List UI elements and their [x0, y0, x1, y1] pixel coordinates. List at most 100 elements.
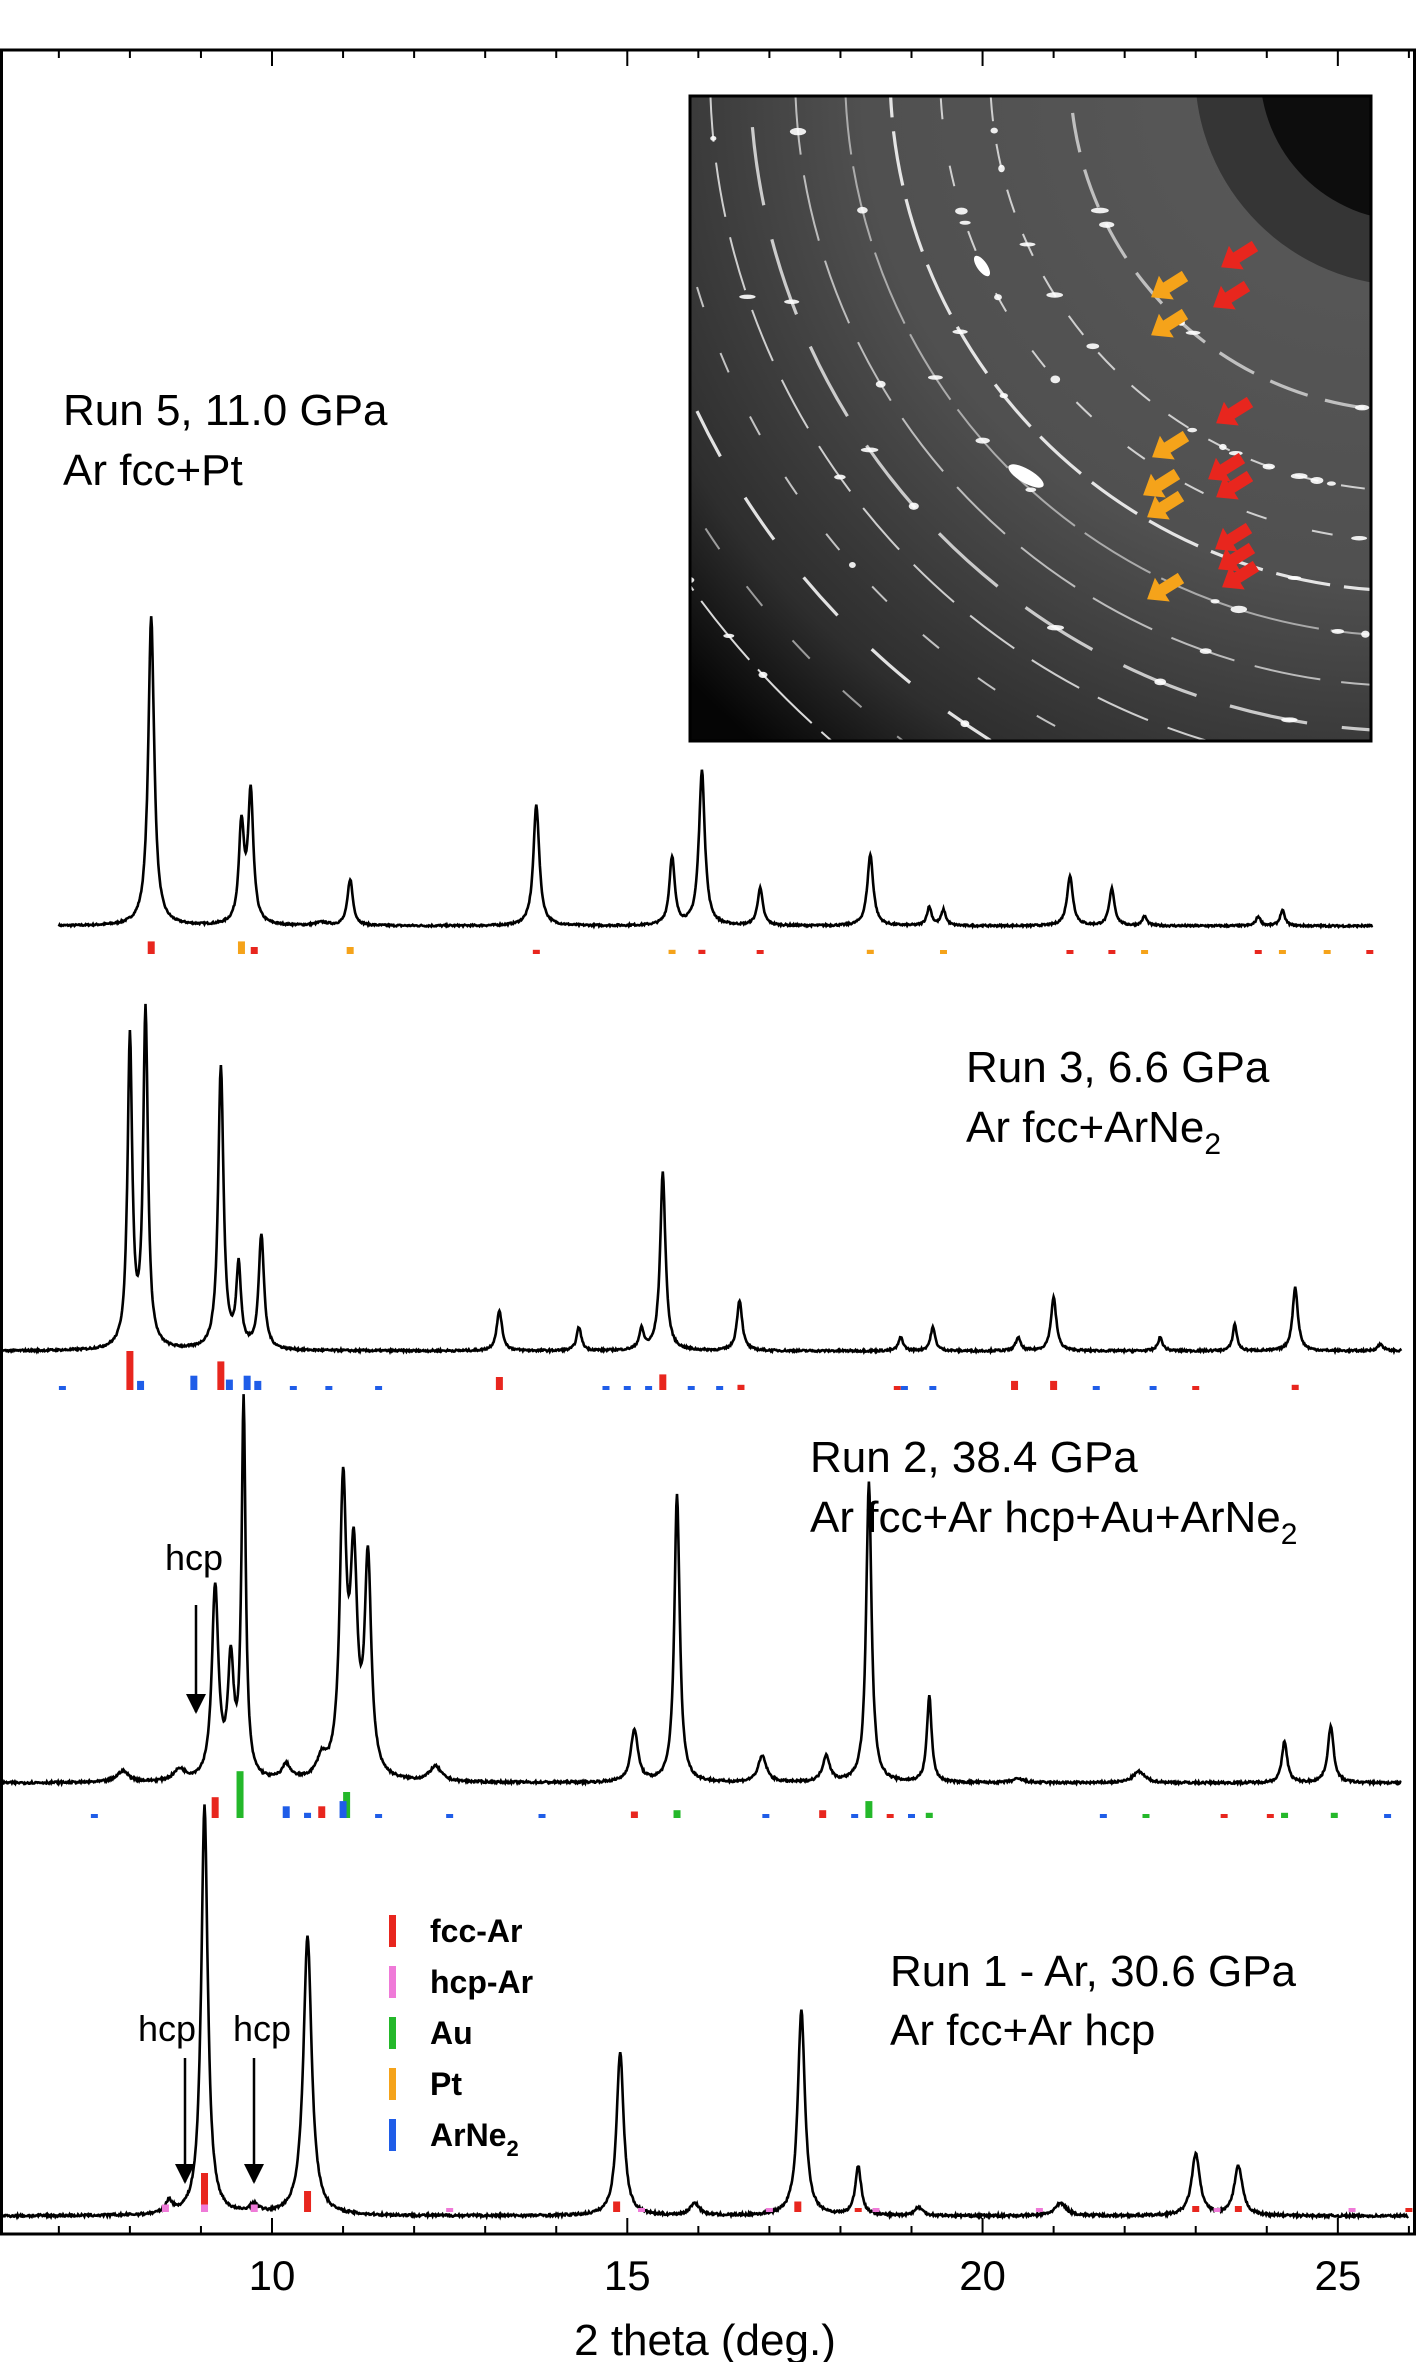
run3-arne-tick — [225, 1379, 233, 1390]
x-tick-label: 15 — [604, 2252, 651, 2299]
run3-label-line2-main: Ar fcc+ArNe — [966, 1103, 1204, 1152]
run3-pattern — [0, 1003, 1403, 1390]
run3-arne-tick — [58, 1386, 66, 1390]
diffraction-spot — [784, 299, 800, 305]
run5-fcc-tick — [1108, 950, 1116, 954]
inset-arrow-marker — [1147, 572, 1185, 602]
diffraction-spot — [960, 720, 970, 728]
run2-au-tick — [343, 1792, 351, 1818]
run1-label-line1: Run 1 - Ar, 30.6 GPa — [890, 1947, 1297, 1996]
diffraction-spot — [908, 502, 919, 510]
diffraction-spot — [1378, 907, 1392, 914]
inset-arrow-marker — [1147, 490, 1185, 520]
run5-fcc-tick — [250, 947, 258, 954]
diffraction-spot — [561, 343, 577, 349]
legend-swatch — [389, 2068, 396, 2100]
diffraction-spot — [982, 76, 998, 80]
run3-arne-tick — [190, 1375, 198, 1390]
diffraction-spot — [927, 375, 943, 380]
diffraction-spot — [710, 135, 717, 141]
diffraction-spot — [1351, 535, 1368, 541]
diffraction-image-inset — [520, 76, 1392, 914]
diffraction-spot — [1287, 575, 1302, 581]
run2-label-line2-main: Ar fcc+Ar hcp+Au+ArNe — [810, 1493, 1281, 1542]
run2-label-line2: Ar fcc+Ar hcp+Au+ArNe2 — [810, 1493, 1297, 1551]
diffraction-spot — [998, 164, 1005, 173]
run1-hcp-tick — [250, 2204, 258, 2212]
run5-pt-tick — [866, 949, 874, 954]
run5-fcc-tick — [756, 950, 764, 954]
diffraction-spot — [875, 380, 886, 388]
diffraction-spot — [990, 127, 998, 134]
run3-arne-tick — [929, 1386, 937, 1390]
run5-label-line1: Run 5, 11.0 GPa — [63, 386, 388, 435]
run3-label: Run 3, 6.6 GPa Ar fcc+ArNe2 — [966, 1043, 1270, 1161]
diffraction-spot — [1290, 473, 1308, 480]
diffraction-spot — [952, 329, 968, 335]
run1-fcc-tick — [613, 2201, 621, 2212]
diffraction-spot — [999, 393, 1009, 399]
run1-fcc-tick — [201, 2173, 209, 2212]
diffraction-spot — [1355, 404, 1370, 411]
diffraction-spot — [1219, 443, 1227, 451]
run3-arne-tick — [645, 1386, 653, 1390]
run1-hcp-tick — [1348, 2208, 1356, 2212]
run5-pt-tick — [1141, 950, 1149, 954]
diffraction-spot — [955, 207, 968, 215]
run3-arne-tick — [623, 1386, 631, 1390]
diffraction-spot — [745, 81, 755, 87]
phase-legend: fcc-Ar hcp-Ar Au Pt ArNe2 — [389, 1913, 533, 2161]
inset-arrow-marker — [1143, 468, 1181, 498]
diffraction-spot — [1223, 889, 1238, 895]
diffraction-spot — [994, 294, 1002, 301]
run2-arne-tick — [375, 1814, 383, 1818]
run1-fcc-tick — [1192, 2206, 1200, 2212]
run3-arne-tick — [243, 1375, 251, 1390]
legend-item-arne: ArNe2 — [389, 2117, 519, 2161]
run3-arne-tick — [1092, 1386, 1100, 1390]
inset-arrow-marker — [1218, 542, 1256, 572]
run3-fcc-tick — [737, 1384, 745, 1390]
inset-arrows — [1143, 240, 1260, 602]
run1-hcp-tick — [637, 2208, 645, 2212]
run3-arne-tick — [375, 1386, 383, 1390]
run1-trace — [1, 1804, 1410, 2221]
run1-fcc-tick — [854, 2208, 862, 2212]
diffraction-spot — [1310, 477, 1324, 484]
run3-label-line2: Ar fcc+ArNe2 — [966, 1103, 1221, 1161]
run2-arne-tick — [90, 1814, 98, 1818]
run1-hcp-tick — [1213, 2208, 1221, 2212]
run5-pt-tick — [668, 949, 676, 954]
run1-hcp-tick — [1035, 2208, 1043, 2212]
diffraction-spot — [1025, 487, 1037, 493]
diffraction-spot — [1099, 221, 1115, 228]
diffraction-spot — [789, 127, 807, 136]
x-axis-title: 2 theta (deg.) — [574, 2316, 836, 2362]
annotation-run2-hcp: hcp — [165, 1537, 223, 1714]
x-tick-label: 10 — [249, 2252, 296, 2299]
inset-arrow-marker — [1216, 470, 1254, 500]
diffraction-spot — [1210, 599, 1220, 604]
run2-au-tick — [236, 1771, 244, 1818]
run2-arne-tick — [304, 1812, 312, 1818]
inset-border — [688, 94, 1373, 743]
run3-arne-tick — [289, 1386, 297, 1390]
run3-fcc-tick — [1011, 1380, 1019, 1390]
run3-fcc-tick — [1050, 1380, 1058, 1390]
run3-trace — [0, 1003, 1403, 1356]
diffraction-spot — [1361, 630, 1370, 638]
diffraction-spot — [1100, 795, 1107, 802]
inset-arrow-marker — [1208, 452, 1246, 482]
diffraction-spot — [975, 437, 990, 444]
x-tick-label: 25 — [1314, 2252, 1361, 2299]
diffraction-spot — [959, 220, 971, 225]
run5-pt-tick — [939, 950, 947, 954]
legend-swatch — [389, 2119, 396, 2151]
diffraction-spot — [520, 119, 532, 124]
legend-swatch — [389, 1915, 396, 1947]
run2-au-tick — [1142, 1814, 1150, 1818]
top-axis-ticks — [57, 50, 1410, 66]
annotation-label: hcp — [233, 2008, 291, 2049]
